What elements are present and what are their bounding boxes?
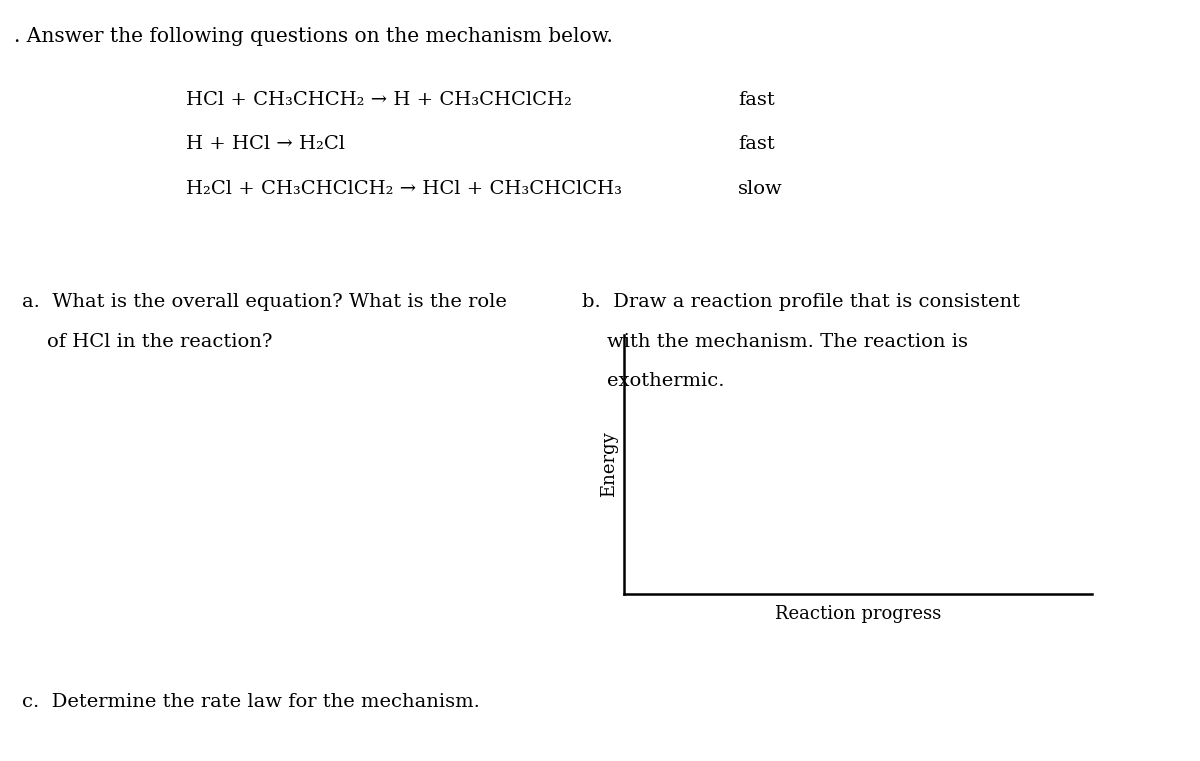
Text: a.  What is the overall equation? What is the role: a. What is the overall equation? What is… (22, 293, 506, 311)
Text: with the mechanism. The reaction is: with the mechanism. The reaction is (582, 333, 968, 351)
Text: c.  Determine the rate law for the mechanism.: c. Determine the rate law for the mechan… (22, 693, 480, 711)
Text: H + HCl → H₂Cl: H + HCl → H₂Cl (186, 135, 346, 154)
Text: b.  Draw a reaction profile that is consistent: b. Draw a reaction profile that is consi… (582, 293, 1020, 311)
Text: exothermic.: exothermic. (582, 372, 725, 390)
Text: fast: fast (738, 135, 775, 154)
X-axis label: Reaction progress: Reaction progress (775, 605, 941, 622)
Text: H₂Cl + CH₃CHClCH₂ → HCl + CH₃CHClCH₃: H₂Cl + CH₃CHClCH₂ → HCl + CH₃CHClCH₃ (186, 180, 622, 198)
Text: of HCl in the reaction?: of HCl in the reaction? (22, 333, 272, 351)
Text: . Answer the following questions on the mechanism below.: . Answer the following questions on the … (14, 27, 613, 46)
Y-axis label: Energy: Energy (600, 431, 618, 497)
Text: fast: fast (738, 91, 775, 110)
Text: slow: slow (738, 180, 782, 198)
Text: HCl + CH₃CHCH₂ → H + CH₃CHClCH₂: HCl + CH₃CHCH₂ → H + CH₃CHClCH₂ (186, 91, 572, 110)
